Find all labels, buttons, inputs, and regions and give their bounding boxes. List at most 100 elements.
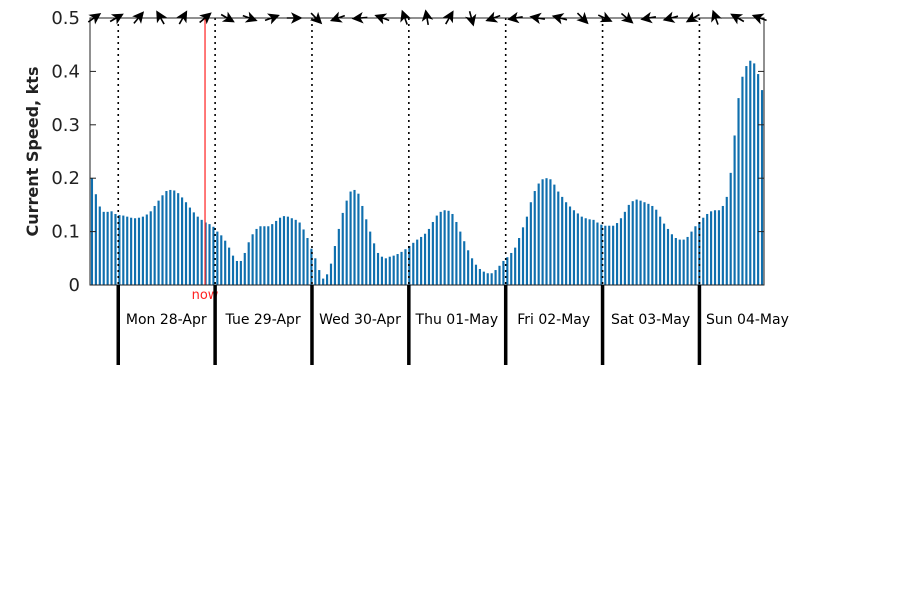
bar (149, 211, 152, 285)
bar (208, 224, 211, 285)
bar (122, 215, 125, 285)
bar (380, 256, 384, 285)
bar (278, 217, 282, 285)
bar (608, 225, 611, 285)
bar (349, 191, 352, 285)
bar (521, 227, 525, 285)
bar (141, 216, 144, 285)
bar (729, 172, 732, 285)
direction-arrow (751, 13, 767, 25)
bar (353, 189, 356, 285)
bar (314, 258, 317, 285)
bar (196, 216, 199, 285)
bar (486, 273, 489, 285)
bar (302, 229, 305, 285)
direction-arrow (329, 11, 346, 23)
bar (310, 248, 313, 285)
bar (498, 265, 501, 285)
bar (239, 260, 242, 285)
direction-arrow (220, 11, 235, 23)
bar (455, 221, 458, 285)
bar (635, 199, 638, 285)
bar (177, 193, 180, 285)
bar (423, 233, 427, 285)
direction-arrow (507, 11, 523, 24)
bar (318, 270, 321, 285)
day-markers: Mon 28-Apr Tue 29-Apr Wed 30-Apr Thu 01-May… (116, 285, 789, 365)
direction-arrow (176, 10, 188, 25)
y-tick-label: 0.3 (51, 115, 80, 136)
bar (615, 223, 619, 285)
bar (553, 184, 556, 285)
bar (345, 200, 348, 285)
y-axis: 0 0.1 0.2 0.3 0.4 0.5 (51, 8, 764, 296)
bar (604, 225, 607, 285)
bar (282, 216, 286, 285)
bar (220, 235, 223, 285)
direction-arrow (400, 9, 412, 25)
bar (627, 204, 630, 285)
direction-arrow (286, 12, 303, 24)
bar (181, 197, 184, 285)
bar (753, 63, 756, 285)
day-label: Wed 30-Apr (319, 312, 401, 328)
bar (94, 194, 97, 285)
bar (463, 241, 466, 285)
bar (271, 224, 274, 285)
bar (216, 231, 219, 285)
direction-arrows (87, 9, 767, 27)
bar (568, 206, 572, 285)
direction-arrow (640, 11, 657, 24)
bar (572, 210, 576, 285)
bar (557, 191, 560, 285)
direction-arrow (421, 9, 434, 26)
bar (114, 213, 117, 285)
bar (651, 205, 654, 285)
direction-arrow (132, 11, 145, 24)
bar (706, 213, 709, 285)
bar (98, 206, 101, 285)
bar (678, 239, 681, 285)
y-tick-label: 0 (69, 275, 80, 296)
bar (725, 196, 728, 285)
bar (267, 226, 270, 285)
bar (329, 263, 333, 285)
bar (376, 252, 380, 285)
bar (757, 74, 760, 285)
bar (596, 222, 599, 285)
bar (549, 179, 552, 285)
bar (373, 243, 376, 285)
bar (247, 242, 250, 285)
bar (592, 219, 595, 285)
y-tick-label: 0.5 (51, 8, 80, 29)
bar (322, 278, 325, 285)
bar (231, 255, 235, 285)
bar (357, 193, 360, 285)
bar (251, 234, 254, 285)
direction-arrow (620, 11, 634, 24)
day-label: Sat 03-May (611, 312, 690, 328)
bar (537, 183, 540, 285)
bar (451, 213, 454, 285)
y-tick-label: 0.2 (51, 168, 80, 189)
direction-arrow (576, 11, 589, 25)
bar (474, 264, 478, 285)
bar (702, 217, 705, 285)
bar (228, 247, 231, 285)
bar (106, 211, 109, 285)
y-tick-label: 0.1 (51, 222, 80, 243)
direction-arrow (662, 11, 679, 23)
bar (561, 196, 564, 285)
bar (674, 238, 677, 285)
bar (580, 216, 583, 285)
bar (235, 260, 239, 285)
bar (224, 240, 227, 285)
bar (337, 228, 340, 285)
now-label: now (192, 288, 219, 303)
direction-arrow (442, 10, 454, 25)
bar (435, 215, 438, 285)
bar (255, 228, 258, 285)
bar (157, 200, 160, 285)
bar (710, 211, 713, 285)
bar (662, 223, 666, 285)
